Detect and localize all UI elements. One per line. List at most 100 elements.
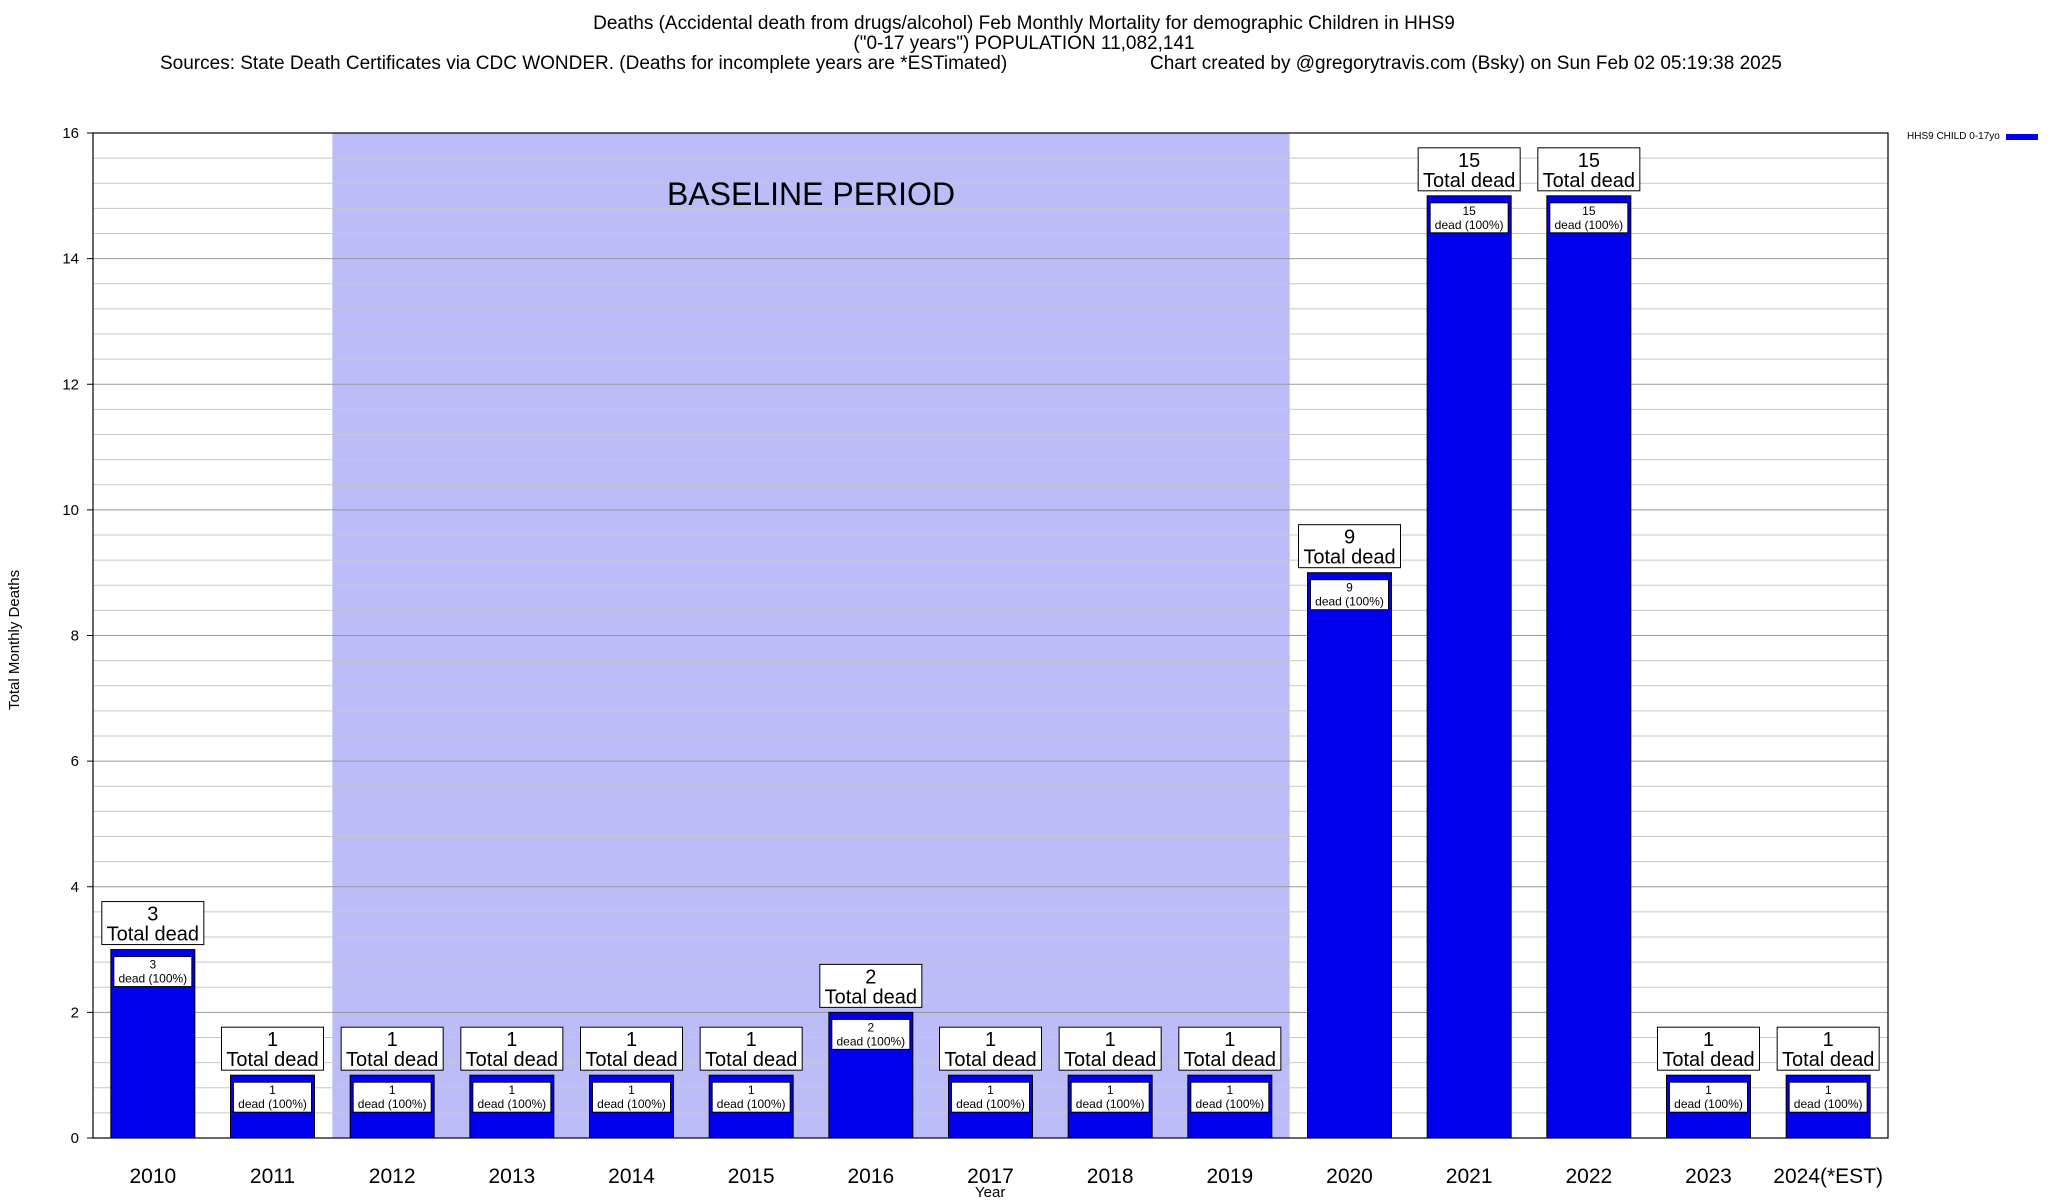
x-tick-label: 2012 xyxy=(369,1165,416,1188)
x-tick-label: 2011 xyxy=(250,1165,295,1188)
legend-swatch xyxy=(2005,133,2038,140)
bar-total-label-box xyxy=(340,1026,444,1071)
bar-inner-value: 2 xyxy=(867,1020,874,1034)
bar-inner-label-box xyxy=(233,1081,312,1113)
bar-total-label-box xyxy=(1298,524,1401,569)
x-tick-label: 2023 xyxy=(1685,1165,1732,1188)
bar-total-label-box xyxy=(1417,147,1521,192)
x-tick-label: 2013 xyxy=(488,1165,535,1188)
bar-total-label-box xyxy=(1657,1026,1760,1071)
bar-total-label: Total dead xyxy=(1303,547,1395,569)
bar-total-value: 2 xyxy=(865,966,876,988)
x-tick-label: 2010 xyxy=(129,1165,176,1188)
bar-inner-label: dead (100%) xyxy=(1435,218,1504,232)
legend: HHS9 CHILD 0-17yo xyxy=(1907,131,2038,142)
bar-inner-label: dead (100%) xyxy=(118,972,187,986)
x-axis-title: Year xyxy=(975,1184,1006,1201)
bar-inner-label: dead (100%) xyxy=(1076,1097,1145,1111)
x-tick-label: 2022 xyxy=(1565,1165,1612,1188)
bar-total-label: Total dead xyxy=(1543,170,1635,192)
bar-total-label: Total dead xyxy=(346,1049,438,1071)
bar-total-value: 1 xyxy=(267,1029,278,1051)
bar-inner-value: 9 xyxy=(1346,581,1353,595)
bar-inner-value: 1 xyxy=(1705,1083,1712,1097)
bar-inner-label: dead (100%) xyxy=(717,1097,786,1111)
bar-inner-value: 15 xyxy=(1462,204,1476,218)
bar-total-value: 1 xyxy=(746,1029,757,1051)
y-tick-label: 14 xyxy=(62,251,79,268)
bar-inner-value: 1 xyxy=(1226,1083,1233,1097)
legend-label: HHS9 CHILD 0-17yo xyxy=(1907,131,2000,142)
bar-total-label-box xyxy=(699,1026,803,1071)
bar-inner-label-box xyxy=(951,1081,1030,1113)
bar-inner-value: 3 xyxy=(149,958,156,972)
bar-inner-value: 1 xyxy=(508,1083,515,1097)
bar-total-value: 1 xyxy=(626,1029,637,1051)
bar xyxy=(1426,195,1512,1139)
bar-inner-label: dead (100%) xyxy=(358,1097,427,1111)
bar-total-label-box xyxy=(819,963,923,1008)
bar-inner-value: 1 xyxy=(748,1083,755,1097)
bar-total-label-box xyxy=(1178,1026,1282,1071)
bar-inner-label: dead (100%) xyxy=(1554,218,1623,232)
y-axis-title: Total Monthly Deaths xyxy=(6,569,23,710)
bar-inner-label-box xyxy=(831,1018,911,1050)
bar-total-label-box xyxy=(460,1026,564,1071)
bar-inner-label-box xyxy=(1429,202,1509,234)
bar-inner-value: 1 xyxy=(1107,1083,1114,1097)
bar-inner-value: 1 xyxy=(389,1083,396,1097)
y-tick-label: 2 xyxy=(71,1004,79,1021)
y-tick-label: 8 xyxy=(71,628,79,645)
bar-inner-label: dead (100%) xyxy=(238,1097,307,1111)
bar-total-value: 1 xyxy=(1703,1029,1714,1051)
bar-inner-label: dead (100%) xyxy=(1195,1097,1264,1111)
bar xyxy=(1546,195,1632,1139)
x-tick-label: 2014 xyxy=(608,1165,655,1188)
x-tick-label: 2020 xyxy=(1326,1165,1373,1188)
bar-total-label: Total dead xyxy=(466,1049,558,1071)
bar-total-label-box xyxy=(1058,1026,1162,1071)
bar-inner-value: 1 xyxy=(628,1083,635,1097)
bar-total-label: Total dead xyxy=(1662,1049,1754,1071)
bar-inner-label-box xyxy=(711,1081,791,1113)
bar-total-label: Total dead xyxy=(585,1049,677,1071)
bar-total-value: 1 xyxy=(1105,1029,1116,1051)
bar-inner-label: dead (100%) xyxy=(477,1097,546,1111)
bar-inner-value: 1 xyxy=(1825,1083,1832,1097)
bar-inner-value: 1 xyxy=(987,1083,994,1097)
bar-inner-label-box xyxy=(1310,579,1389,611)
y-tick-label: 12 xyxy=(62,376,79,393)
y-tick-label: 0 xyxy=(71,1130,79,1147)
x-tick-label: 2019 xyxy=(1206,1165,1253,1188)
bar-total-label-box xyxy=(1776,1026,1880,1071)
x-tick-label: 2016 xyxy=(847,1165,894,1188)
bar-inner-label: dead (100%) xyxy=(1674,1097,1743,1111)
bar-total-value: 1 xyxy=(387,1029,398,1051)
bar-inner-value: 1 xyxy=(269,1083,276,1097)
y-tick-label: 4 xyxy=(71,879,79,896)
bar-total-label: Total dead xyxy=(1184,1049,1276,1071)
x-tick-label: 2015 xyxy=(728,1165,775,1188)
chart-sources: Sources: State Death Certificates via CD… xyxy=(160,53,1008,74)
bar-total-label: Total dead xyxy=(944,1049,1036,1071)
bar-total-label: Total dead xyxy=(1782,1049,1874,1071)
bar-total-label: Total dead xyxy=(1064,1049,1156,1071)
bar-total-label-box xyxy=(221,1026,324,1071)
x-tick-label: 2024(*EST) xyxy=(1773,1165,1883,1188)
y-tick-label: 10 xyxy=(62,502,79,519)
chart-title: Deaths (Accidental death from drugs/alco… xyxy=(593,13,1455,34)
y-tick-label: 16 xyxy=(62,125,79,142)
chart-subtitle: ("0-17 years") POPULATION 11,082,141 xyxy=(853,33,1195,54)
bar xyxy=(1307,572,1392,1139)
bar-total-value: 15 xyxy=(1578,150,1600,172)
bar-total-label: Total dead xyxy=(825,986,917,1008)
bar-total-value: 1 xyxy=(1823,1029,1834,1051)
bar-inner-label-box xyxy=(352,1081,432,1113)
bar-inner-label-box xyxy=(1070,1081,1150,1113)
bar-inner-label: dead (100%) xyxy=(1794,1097,1863,1111)
x-tick-label: 2018 xyxy=(1087,1165,1134,1188)
bar-total-value: 15 xyxy=(1458,150,1480,172)
bar-total-label: Total dead xyxy=(226,1049,318,1071)
chart-credit: Chart created by @gregorytravis.com (Bsk… xyxy=(1150,53,1782,74)
